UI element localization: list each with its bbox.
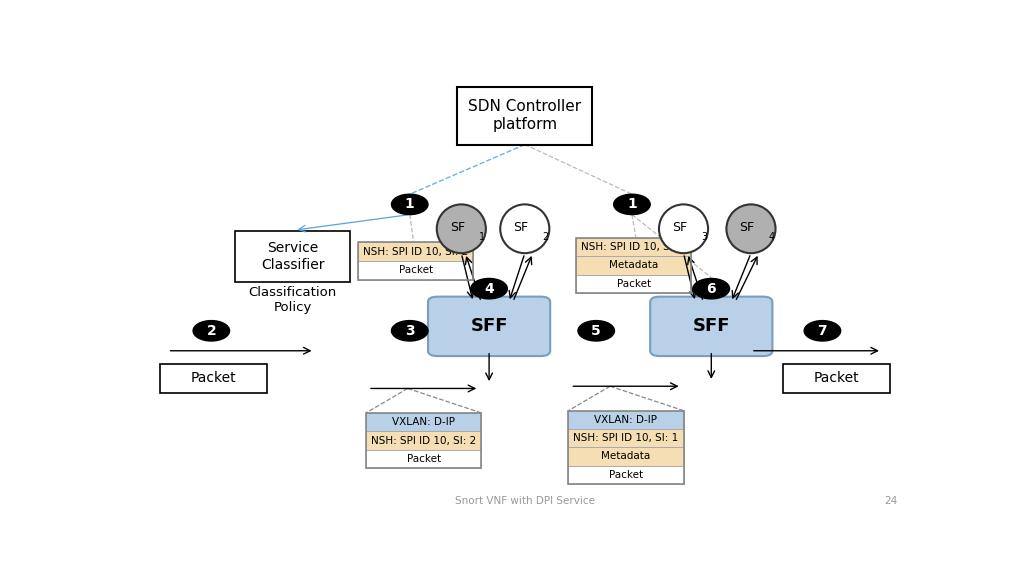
Text: Service
Classifier: Service Classifier [261, 241, 325, 272]
Text: Snort VNF with DPI Service: Snort VNF with DPI Service [455, 496, 595, 506]
Text: 5: 5 [591, 324, 601, 338]
Text: SF: SF [739, 221, 755, 234]
FancyBboxPatch shape [577, 238, 691, 256]
FancyBboxPatch shape [160, 364, 267, 393]
Text: 4: 4 [768, 232, 774, 242]
Text: VXLAN: D-IP: VXLAN: D-IP [595, 415, 657, 425]
FancyBboxPatch shape [428, 297, 550, 356]
Circle shape [613, 194, 650, 215]
Text: VXLAN: D-IP: VXLAN: D-IP [392, 417, 455, 427]
Text: 2: 2 [207, 324, 216, 338]
Text: SF: SF [450, 221, 465, 234]
Text: Packet: Packet [407, 454, 440, 464]
Circle shape [471, 278, 507, 299]
FancyBboxPatch shape [568, 465, 684, 484]
Ellipse shape [726, 204, 775, 253]
Text: Packet: Packet [398, 266, 433, 275]
Text: 2: 2 [543, 232, 549, 242]
Text: Metadata: Metadata [601, 452, 650, 461]
FancyBboxPatch shape [358, 242, 473, 261]
Text: 4: 4 [484, 282, 494, 295]
Text: 1: 1 [404, 198, 415, 211]
Text: 1: 1 [627, 198, 637, 211]
Circle shape [693, 278, 729, 299]
Text: Metadata: Metadata [609, 260, 658, 270]
Ellipse shape [501, 204, 549, 253]
Text: 3: 3 [404, 324, 415, 338]
FancyBboxPatch shape [236, 231, 350, 282]
Ellipse shape [437, 204, 485, 253]
Text: NSH: SPI ID 10, SI: 2: NSH: SPI ID 10, SI: 2 [364, 247, 468, 256]
Circle shape [578, 321, 614, 341]
FancyBboxPatch shape [650, 297, 772, 356]
Text: SFF: SFF [470, 317, 508, 335]
Text: NSH: SPI ID 10, SI: 1: NSH: SPI ID 10, SI: 1 [573, 433, 679, 443]
Text: 3: 3 [701, 232, 708, 242]
Text: Packet: Packet [616, 279, 651, 289]
Text: 1: 1 [479, 232, 485, 242]
Circle shape [194, 321, 229, 341]
Circle shape [804, 321, 841, 341]
Text: 7: 7 [817, 324, 827, 338]
Text: Packet: Packet [190, 372, 237, 385]
FancyBboxPatch shape [367, 413, 481, 431]
Text: SDN Controller
platform: SDN Controller platform [468, 100, 582, 132]
FancyBboxPatch shape [458, 87, 592, 145]
FancyBboxPatch shape [568, 447, 684, 465]
Text: Classification
Policy: Classification Policy [249, 286, 337, 314]
Text: 24: 24 [885, 496, 898, 506]
Text: Packet: Packet [813, 372, 859, 385]
Text: NSH: SPI ID 10, SI: 1: NSH: SPI ID 10, SI: 1 [582, 242, 686, 252]
Text: Packet: Packet [609, 469, 643, 480]
FancyBboxPatch shape [782, 364, 890, 393]
Text: SFF: SFF [692, 317, 730, 335]
FancyBboxPatch shape [367, 431, 481, 450]
FancyBboxPatch shape [577, 275, 691, 293]
FancyBboxPatch shape [568, 429, 684, 447]
Text: 6: 6 [707, 282, 716, 295]
FancyBboxPatch shape [367, 450, 481, 468]
Ellipse shape [659, 204, 708, 253]
Circle shape [391, 321, 428, 341]
Circle shape [391, 194, 428, 215]
FancyBboxPatch shape [358, 261, 473, 280]
Text: NSH: SPI ID 10, SI: 2: NSH: SPI ID 10, SI: 2 [371, 435, 476, 446]
Text: SF: SF [513, 221, 528, 234]
FancyBboxPatch shape [577, 256, 691, 275]
FancyBboxPatch shape [568, 411, 684, 429]
Text: SF: SF [672, 221, 687, 234]
